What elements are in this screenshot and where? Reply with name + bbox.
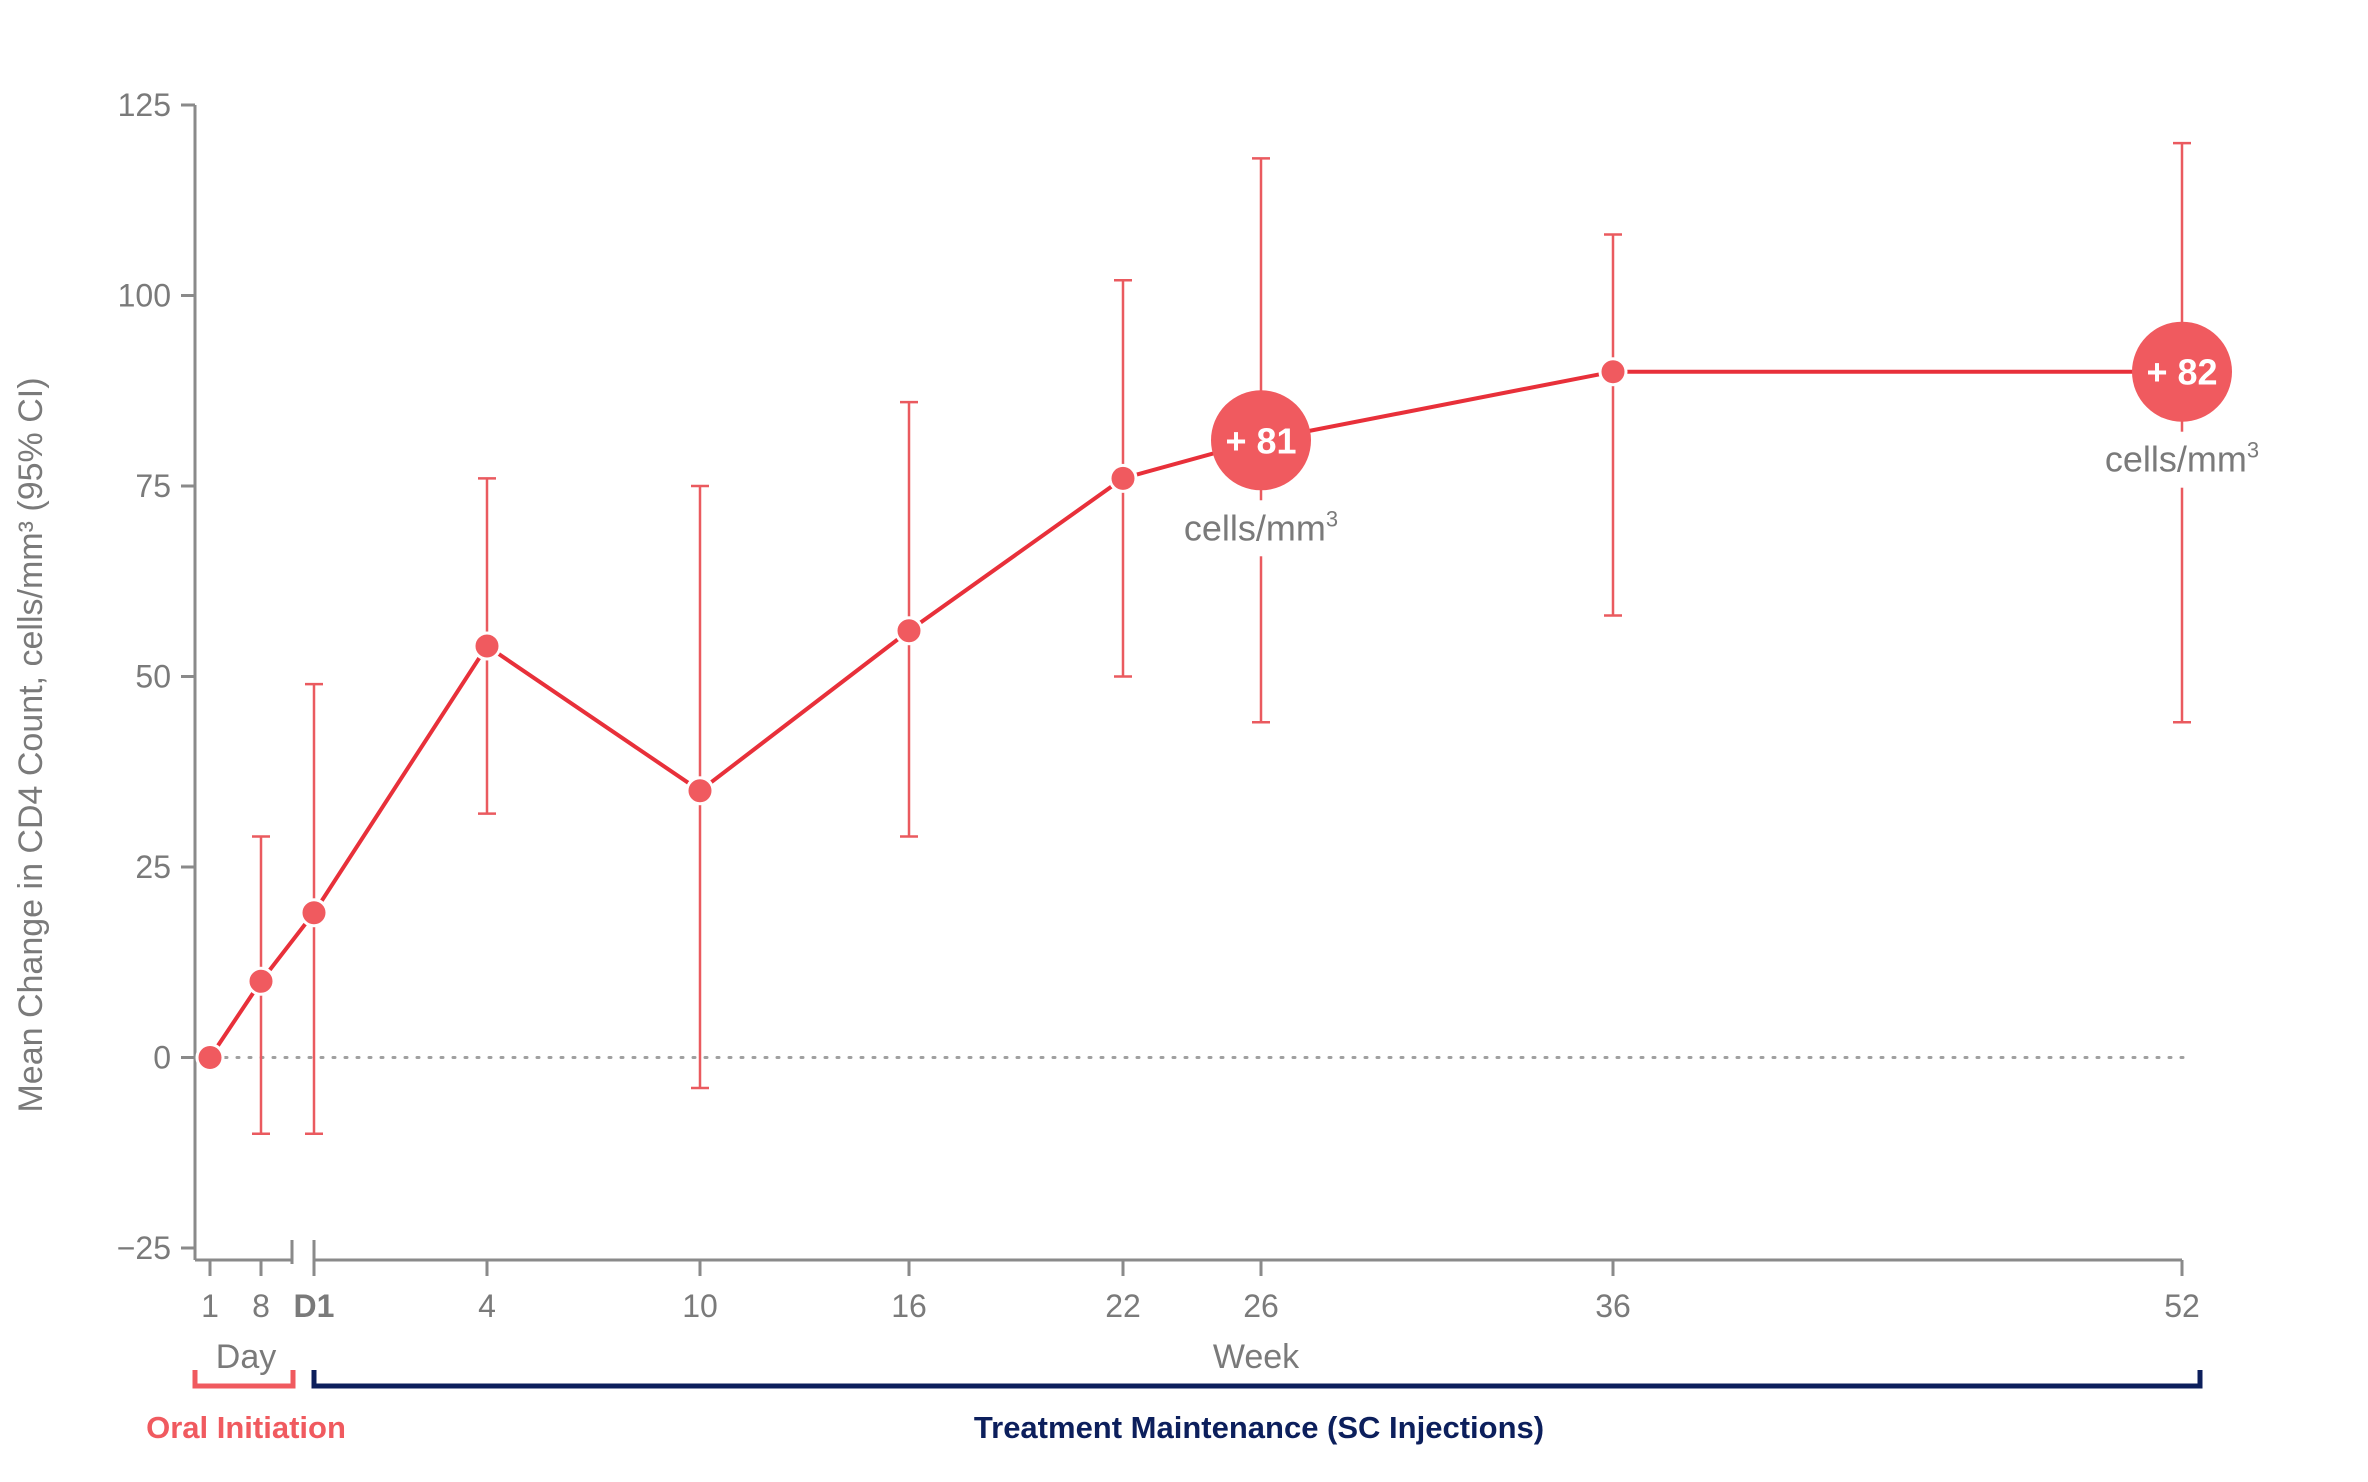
data-point	[195, 1043, 225, 1072]
x-tick-label: 36	[1595, 1288, 1631, 1324]
x-tick-label: 4	[478, 1288, 496, 1324]
y-tick-label: 125	[118, 87, 171, 123]
unit-label: cells/mm3	[1184, 506, 1338, 548]
oral-initiation-bracket	[192, 1370, 296, 1389]
data-point	[472, 631, 502, 661]
x-tick-label: 8	[252, 1288, 270, 1324]
error-bars	[252, 141, 2191, 1135]
data-point	[685, 776, 715, 806]
series-line-layer	[208, 369, 2182, 1059]
series-line	[208, 369, 2182, 1059]
x-tick-label: 16	[891, 1288, 927, 1324]
x-tick-label: 22	[1105, 1288, 1141, 1324]
y-tick-label: 25	[135, 849, 171, 885]
y-tick-label: 100	[118, 278, 171, 314]
y-axis-label: Mean Change in CD4 Count, cells/mm³ (95%…	[12, 377, 50, 1112]
data-points	[195, 357, 1628, 1072]
treatment-maintenance-bracket	[311, 1370, 2203, 1389]
phase-brackets: Oral Initiation Treatment Maintenance (SC…	[146, 1370, 2203, 1445]
value-bubble-label: + 81	[1225, 420, 1296, 461]
treatment-maintenance-label: Treatment Maintenance (SC Injections)	[974, 1410, 1544, 1445]
x-tick-label: 1	[201, 1288, 219, 1324]
y-tick-label: −25	[117, 1230, 171, 1266]
data-point	[894, 616, 924, 646]
unit-label-backing	[2087, 431, 2277, 488]
value-bubble	[1211, 390, 1311, 491]
value-bubble-label: + 82	[2146, 352, 2217, 393]
oral-initiation-label: Oral Initiation	[146, 1410, 346, 1445]
data-point	[246, 966, 276, 996]
x-tick-label: 26	[1243, 1288, 1279, 1324]
y-tick-label: 75	[135, 468, 171, 504]
x-tick-label: 10	[682, 1288, 718, 1324]
x-tick-label: 52	[2164, 1288, 2200, 1324]
unit-label: cells/mm3	[2105, 438, 2259, 480]
axes: 125 100 75 50 25 0 −25 1 8 D1 4 10 16 22 26 36 52 Day Week	[117, 87, 2200, 1376]
x-group-label-week: Week	[1213, 1338, 1300, 1376]
data-point	[1598, 357, 1628, 387]
x-group-label-day: Day	[216, 1338, 276, 1376]
y-tick-label: 0	[153, 1040, 171, 1076]
y-tick-label: 50	[135, 659, 171, 695]
data-point	[299, 898, 329, 928]
value-bubble	[2132, 321, 2232, 422]
annotations: + 81 cells/mm3 + 82 cells/mm3	[1166, 321, 2277, 557]
data-point	[1108, 463, 1138, 493]
unit-label-backing	[1166, 500, 1356, 557]
x-tick-label: D1	[294, 1288, 335, 1324]
